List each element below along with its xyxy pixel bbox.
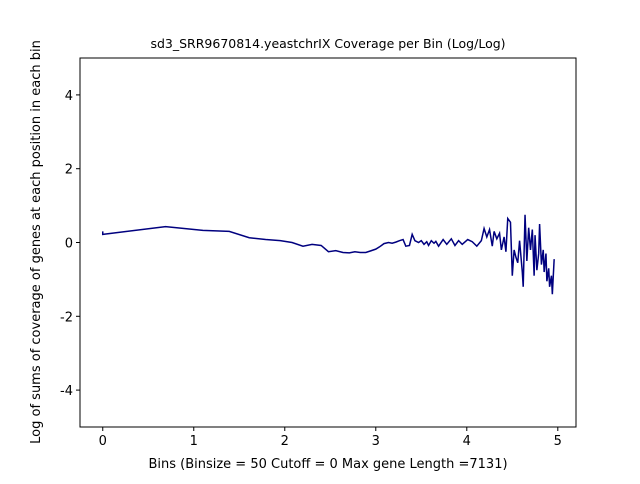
x-tick-label: 0: [99, 434, 107, 449]
x-tick-label: 4: [463, 434, 471, 449]
x-tick-label: 3: [372, 434, 380, 449]
y-tick-label: 0: [65, 237, 73, 252]
x-tick-label: 1: [190, 434, 198, 449]
chart-title: sd3_SRR9670814.yeastchrIX Coverage per B…: [150, 36, 505, 51]
x-axis-label: Bins (Binsize = 50 Cutoff = 0 Max gene L…: [148, 457, 507, 472]
y-tick-label: -2: [60, 310, 73, 325]
x-tick-label: 5: [554, 434, 562, 449]
y-tick-label: -4: [60, 384, 73, 399]
y-tick-label: 2: [65, 163, 73, 178]
y-axis-label: Log of sums of coverage of genes at each…: [29, 40, 44, 444]
x-tick-label: 2: [281, 434, 289, 449]
plot-frame: [79, 57, 577, 428]
y-tick-label: 4: [65, 89, 73, 104]
data-line: [102, 214, 555, 295]
